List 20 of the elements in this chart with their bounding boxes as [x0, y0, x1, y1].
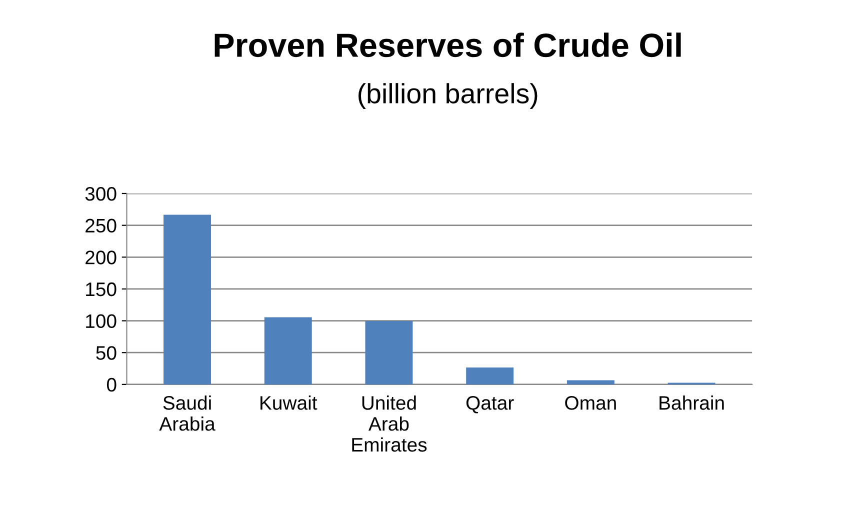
x-tick-label: Oman: [565, 396, 616, 410]
bar: [264, 317, 312, 384]
y-tick-label: 200: [86, 250, 116, 264]
chart-subtitle: (billion barrels): [358, 83, 538, 109]
x-tick-label: Kuwait: [260, 396, 318, 410]
x-tick-label: Saudi Arabia: [159, 396, 216, 431]
y-tick-label: 50: [96, 346, 116, 360]
y-tick-label: 250: [86, 218, 116, 233]
x-tick-label: Qatar: [466, 396, 514, 414]
bar: [466, 367, 514, 384]
chart-title: Proven Reserves of Crude Oil: [214, 32, 681, 58]
y-tick-label: 300: [85, 186, 116, 201]
y-tick-label: 150: [86, 282, 116, 296]
x-tick-label: United Arab Emirates: [352, 396, 427, 452]
bar: [164, 214, 211, 384]
y-tick-label: 100: [86, 314, 116, 328]
x-tick-label: Bahrain: [660, 396, 724, 410]
bar: [365, 321, 413, 384]
bar: [566, 380, 614, 384]
y-tick-label: 0: [106, 378, 116, 392]
